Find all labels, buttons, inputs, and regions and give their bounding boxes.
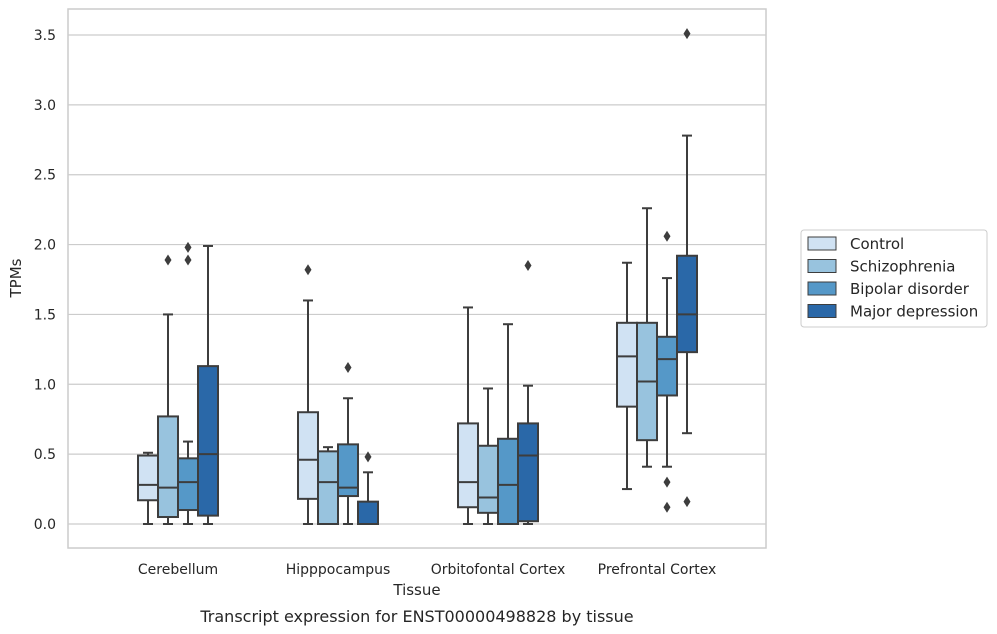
box-2-2 xyxy=(497,323,519,526)
outlier-1 xyxy=(683,28,691,40)
legend: Control Schizophrenia Bipolar disorder Majo… xyxy=(800,229,988,328)
box-2-1 xyxy=(477,387,499,525)
box-3-1 xyxy=(636,207,658,468)
box-1-0 xyxy=(297,264,319,525)
box-iqr xyxy=(357,500,379,526)
outlier-0 xyxy=(364,451,372,463)
plot-area-frame xyxy=(67,8,767,549)
y-tick-label-6: 3.0 xyxy=(34,98,56,114)
box-iqr xyxy=(157,415,179,519)
legend-swatch-2 xyxy=(807,281,837,296)
y-axis-title: TPMs xyxy=(7,258,25,298)
x-axis-title: Tissue xyxy=(392,581,440,599)
box-iqr xyxy=(477,444,499,514)
box-0-3 xyxy=(197,244,219,525)
box-2-0 xyxy=(457,306,479,525)
box-iqr xyxy=(616,321,638,408)
legend-label-0: Control xyxy=(850,235,904,253)
y-tick-label-5: 2.5 xyxy=(34,168,56,184)
outlier-0 xyxy=(164,254,172,266)
x-axis-ticks: Cerebellum Hipppocampus Orbitofontal Corte… xyxy=(138,562,716,578)
box-iqr xyxy=(177,457,199,512)
box-2-3 xyxy=(517,260,539,525)
box-0-0 xyxy=(137,451,159,525)
outlier-2 xyxy=(663,230,671,242)
box-1-1 xyxy=(317,446,339,525)
box-iqr xyxy=(337,443,359,498)
x-tick-label-2: Orbitofontal Cortex xyxy=(431,562,566,578)
box-0-2 xyxy=(177,241,199,525)
box-iqr xyxy=(676,254,698,354)
outlier-0 xyxy=(344,362,352,374)
y-tick-label-4: 2.0 xyxy=(34,238,56,254)
outlier-0 xyxy=(663,501,671,513)
box-iqr xyxy=(656,335,678,397)
x-tick-label-0: Cerebellum xyxy=(138,562,218,578)
y-tick-label-0: 0.0 xyxy=(34,517,56,533)
outlier-1 xyxy=(184,241,192,253)
box-iqr xyxy=(457,422,479,509)
gridlines xyxy=(68,34,766,525)
box-iqr xyxy=(197,365,219,517)
box-0-1 xyxy=(157,254,179,525)
outlier-0 xyxy=(524,260,532,272)
x-tick-label-1: Hipppocampus xyxy=(286,562,391,578)
box-iqr xyxy=(497,437,519,526)
outlier-1 xyxy=(663,476,671,488)
y-tick-label-3: 1.5 xyxy=(34,307,56,323)
y-tick-label-2: 1.0 xyxy=(34,377,56,393)
outlier-0 xyxy=(184,254,192,266)
x-tick-label-3: Prefrontal Cortex xyxy=(598,562,717,578)
outlier-0 xyxy=(304,264,312,276)
legend-frame xyxy=(800,229,988,328)
legend-label-2: Bipolar disorder xyxy=(850,280,970,298)
box-iqr xyxy=(317,450,339,525)
chart-caption: Transcript expression for ENST0000049882… xyxy=(199,607,633,626)
box-3-3 xyxy=(676,28,698,508)
box-series xyxy=(137,28,698,526)
box-iqr xyxy=(517,422,539,523)
box-3-2 xyxy=(656,230,678,513)
box-1-3 xyxy=(357,451,379,526)
box-iqr xyxy=(297,411,319,500)
y-tick-label-7: 3.5 xyxy=(34,28,56,44)
legend-swatch-0 xyxy=(807,236,837,251)
legend-label-3: Major depression xyxy=(850,303,978,321)
legend-label-1: Schizophrenia xyxy=(850,258,955,276)
y-axis-ticks: 0.0 0.5 1.0 1.5 2.0 2.5 3.0 3.5 xyxy=(34,28,56,533)
box-1-2 xyxy=(337,362,359,525)
legend-swatch-3 xyxy=(807,304,837,318)
y-tick-label-1: 0.5 xyxy=(34,447,56,463)
outlier-0 xyxy=(683,496,691,508)
box-iqr xyxy=(137,454,159,502)
box-3-0 xyxy=(616,261,638,491)
legend-swatch-1 xyxy=(807,259,837,273)
